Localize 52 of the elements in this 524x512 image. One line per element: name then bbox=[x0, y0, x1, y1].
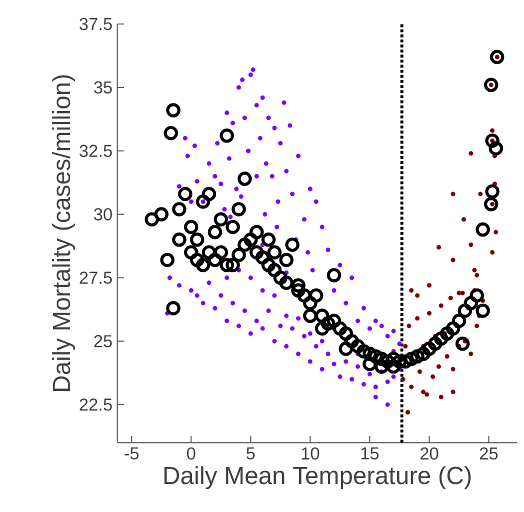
y-tick-label: 25 bbox=[94, 335, 112, 348]
point bbox=[490, 250, 495, 255]
x-tick-label: 0 bbox=[186, 447, 196, 460]
point bbox=[444, 354, 450, 359]
point bbox=[424, 392, 430, 397]
point bbox=[450, 390, 456, 394]
point bbox=[490, 128, 495, 133]
x-tick-label: 10 bbox=[302, 447, 320, 460]
y-tick-label: 32.5 bbox=[80, 144, 112, 158]
x-tick-label: 5 bbox=[246, 447, 255, 460]
y-axis-title: Daily Mortality (cases/million) bbox=[52, 75, 76, 391]
point bbox=[403, 344, 408, 349]
point bbox=[415, 293, 420, 298]
point bbox=[400, 376, 406, 382]
point bbox=[409, 384, 414, 390]
y-tick-label: 35 bbox=[94, 81, 112, 94]
point bbox=[417, 369, 422, 374]
point bbox=[436, 364, 442, 369]
point bbox=[478, 192, 483, 196]
point bbox=[450, 258, 456, 262]
point bbox=[430, 374, 436, 379]
point bbox=[461, 217, 466, 222]
point bbox=[436, 245, 442, 250]
point bbox=[494, 230, 498, 234]
point bbox=[468, 151, 474, 156]
point bbox=[450, 366, 456, 372]
point bbox=[406, 324, 412, 328]
point bbox=[438, 303, 444, 308]
point bbox=[450, 192, 456, 196]
x-tick-label: 20 bbox=[420, 447, 438, 460]
point bbox=[474, 324, 480, 328]
point bbox=[426, 310, 432, 316]
point bbox=[468, 352, 474, 356]
x-tick-label: 25 bbox=[480, 447, 498, 460]
x-tick-label: 15 bbox=[361, 447, 379, 460]
y-tick-label: 22.5 bbox=[80, 398, 112, 411]
y-tick-label: 27.5 bbox=[80, 272, 112, 284]
point bbox=[421, 390, 426, 394]
point bbox=[472, 268, 477, 272]
x-axis-title: Daily Mean Temperature (C) bbox=[164, 466, 471, 490]
point bbox=[409, 288, 414, 293]
y-tick-label: 30 bbox=[94, 208, 112, 220]
point bbox=[448, 296, 453, 300]
y-tick-label: 37.5 bbox=[80, 18, 112, 30]
point bbox=[474, 272, 480, 278]
point bbox=[406, 410, 410, 414]
point bbox=[468, 242, 474, 248]
point bbox=[456, 290, 462, 296]
x-tick-label: -5 bbox=[124, 447, 139, 460]
point bbox=[426, 283, 432, 288]
point bbox=[438, 394, 444, 400]
point bbox=[415, 316, 420, 321]
